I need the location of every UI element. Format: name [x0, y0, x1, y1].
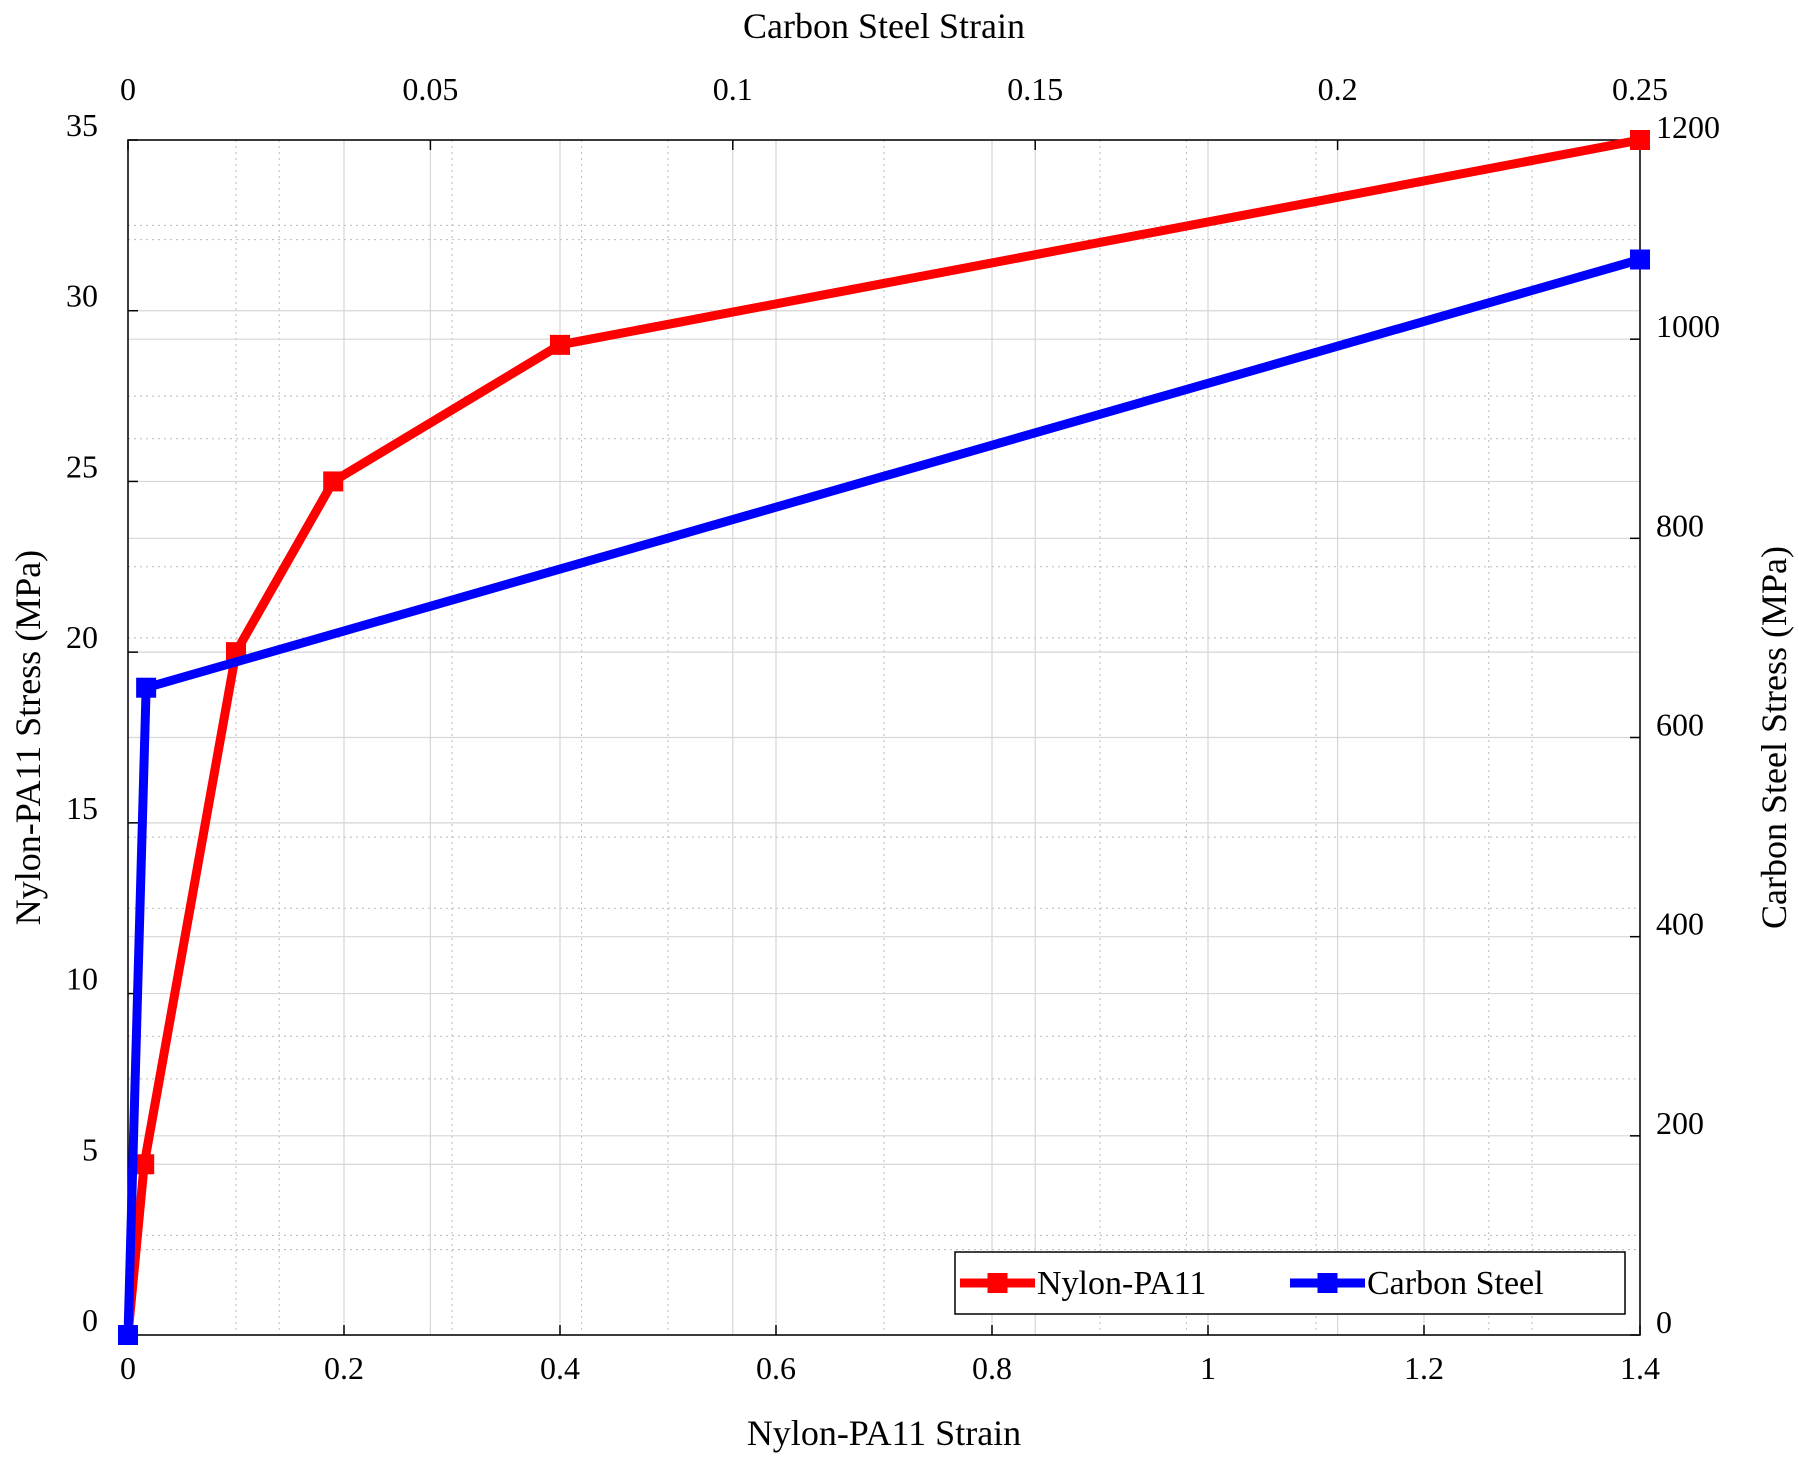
- data-point-nylon-pa11: [1630, 130, 1650, 150]
- right-y-tick-label: 1200: [1656, 109, 1720, 145]
- x-tick-label: 1: [1200, 1350, 1216, 1386]
- x-axis-title: Nylon-PA11 Strain: [747, 1413, 1021, 1453]
- y-axis-title: Nylon-PA11 Stress (MPa): [8, 550, 48, 925]
- x-tick-label: 0.8: [972, 1350, 1012, 1386]
- right-y-tick-label: 0: [1656, 1304, 1672, 1340]
- x-tick-label: 0.2: [324, 1350, 364, 1386]
- y-tick-label: 35: [66, 107, 98, 143]
- right-y-tick-label: 1000: [1656, 308, 1720, 344]
- right-y-tick-label: 600: [1656, 707, 1704, 743]
- data-point-carbon-steel: [1630, 249, 1650, 270]
- legend: Nylon-PA11 Carbon Steel: [954, 1251, 1626, 1315]
- data-point-nylon-pa11: [323, 471, 344, 492]
- top-x-tick-label: 0.15: [1007, 71, 1063, 107]
- legend-label-nylon: Nylon-PA11: [1037, 1265, 1206, 1302]
- y-tick-label: 10: [66, 961, 98, 997]
- legend-label-carbon-steel: Carbon Steel: [1367, 1265, 1544, 1302]
- top-x-tick-label: 0.25: [1612, 71, 1668, 107]
- y-tick-label: 15: [66, 790, 98, 826]
- right-y-tick-label: 800: [1656, 507, 1704, 543]
- y-tick-label: 25: [66, 448, 98, 484]
- data-point-nylon-pa11: [550, 334, 570, 355]
- data-point-nylon-pa11: [134, 1154, 155, 1175]
- top-x-tick-label: 0.1: [713, 71, 753, 107]
- legend-marker-carbon-steel: [1317, 1273, 1338, 1293]
- tick-labels: 0 0.2 0.4 0.6 0.8 1 1.2 1.4 0 0.05 0.1 0.15 0.2 0.25 0…: [66, 71, 1720, 1386]
- x-tick-label: 1.4: [1620, 1350, 1660, 1386]
- top-x-tick-label: 0.2: [1318, 71, 1358, 107]
- series-line-nylon-pa11: [123, 135, 1641, 1336]
- data-point-carbon-steel: [118, 1325, 138, 1345]
- x-tick-label: 0.6: [756, 1350, 796, 1386]
- x-tick-label: 0.4: [540, 1350, 580, 1386]
- right-y-axis-title: Carbon Steel Stress (MPa): [1754, 546, 1794, 929]
- y-tick-label: 20: [66, 619, 98, 655]
- y-tick-label: 5: [82, 1131, 98, 1167]
- legend-marker-nylon: [987, 1273, 1008, 1293]
- data-point-carbon-steel: [136, 677, 157, 698]
- grid: [127, 139, 1641, 1336]
- right-y-tick-label: 200: [1656, 1105, 1704, 1141]
- right-y-tick-label: 400: [1656, 906, 1704, 942]
- series: [118, 130, 1650, 1345]
- top-x-tick-label: 0: [120, 71, 136, 107]
- y-tick-label: 30: [66, 278, 98, 314]
- top-x-axis-title: Carbon Steel Strain: [743, 6, 1025, 46]
- top-x-tick-label: 0.05: [402, 71, 458, 107]
- y-tick-label: 0: [82, 1302, 98, 1338]
- x-tick-label: 1.2: [1404, 1350, 1444, 1386]
- x-tick-label: 0: [120, 1350, 136, 1386]
